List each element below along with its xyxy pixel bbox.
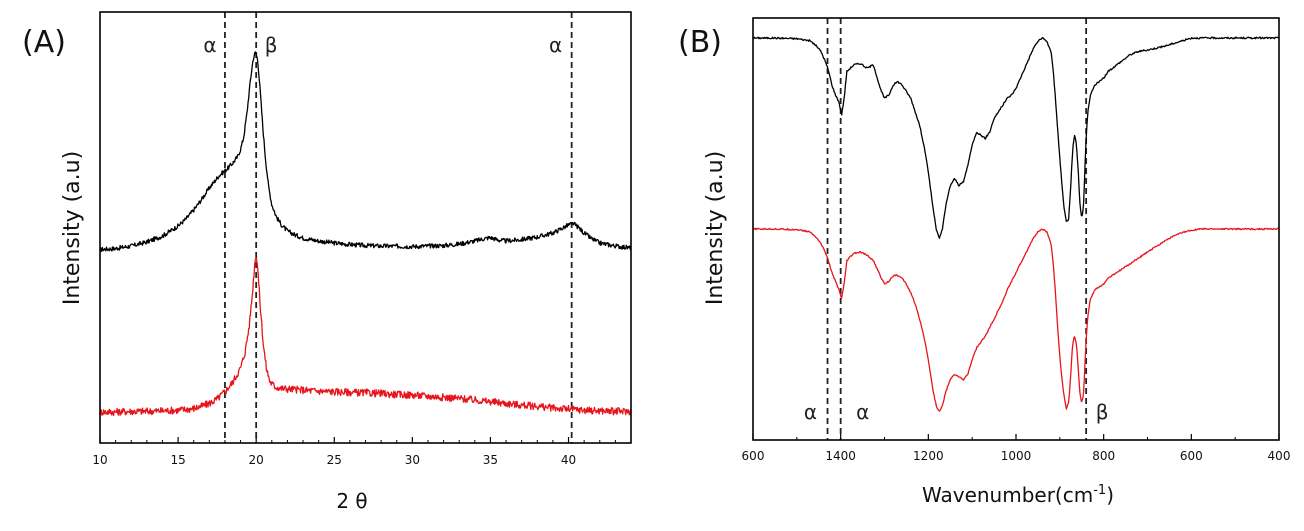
- xrd-series-top-line: [99, 51, 632, 253]
- xrd-chart: α β α 10 15 20 25 30 35 40 Intensity (a.u) 2 θ: [60, 11, 632, 513]
- xrd-x-tick-label: 30: [405, 453, 420, 467]
- ftir-x-tick-label: 1200: [913, 449, 944, 463]
- ftir-x-tick-label: 1000: [1001, 449, 1032, 463]
- xrd-x-tick-label: 15: [170, 453, 185, 467]
- xrd-series-bottom-line: [99, 257, 632, 417]
- xrd-x-axis-label: 2 θ: [336, 489, 367, 513]
- xrd-marker-label: α: [203, 33, 216, 57]
- ftir-x-axis-label: Wavenumber(cm-1): [922, 483, 1114, 507]
- panel-a-label: (A): [22, 25, 66, 60]
- ftir-x-tick-label: 800: [1092, 449, 1115, 463]
- xrd-marker-label: α: [549, 33, 562, 57]
- xrd-series: [99, 51, 632, 417]
- xrd-x-tick-label: 10: [92, 453, 107, 467]
- xrd-x-tick-label: 20: [249, 453, 264, 467]
- ftir-x-tick-label: 400: [1268, 449, 1291, 463]
- ftir-marker-label: α: [804, 400, 817, 424]
- ftir-series-bottom-line: [752, 227, 1280, 412]
- xrd-x-tick-label: 35: [483, 453, 498, 467]
- ftir-x-tick-label: 600: [1180, 449, 1203, 463]
- ftir-y-axis-label: Intensity (a.u): [703, 151, 728, 305]
- xrd-x-tick-label: 40: [561, 453, 576, 467]
- xrd-x-tick-label: 25: [327, 453, 342, 467]
- ftir-chart: α α β 600 1400 1200 1000 800 600 400 Intensity (…: [703, 17, 1291, 507]
- panel-b-label: (B): [678, 25, 722, 60]
- xrd-y-axis-label: Intensity (a.u): [60, 151, 85, 305]
- xrd-x-axis: 10 15 20 25 30 35 40: [92, 437, 616, 467]
- ftir-x-tick-label: 1400: [825, 449, 856, 463]
- xrd-marker-label: β: [265, 33, 278, 57]
- ftir-series-top-line: [752, 36, 1280, 239]
- ftir-x-axis: 600 1400 1200 1000 800 600 400: [742, 434, 1291, 463]
- ftir-marker-label: β: [1096, 400, 1109, 424]
- ftir-x-tick-label: 600: [742, 449, 765, 463]
- xrd-plot-frame: [99, 11, 632, 444]
- ftir-marker-label: α: [856, 400, 869, 424]
- ftir-series: [752, 36, 1280, 412]
